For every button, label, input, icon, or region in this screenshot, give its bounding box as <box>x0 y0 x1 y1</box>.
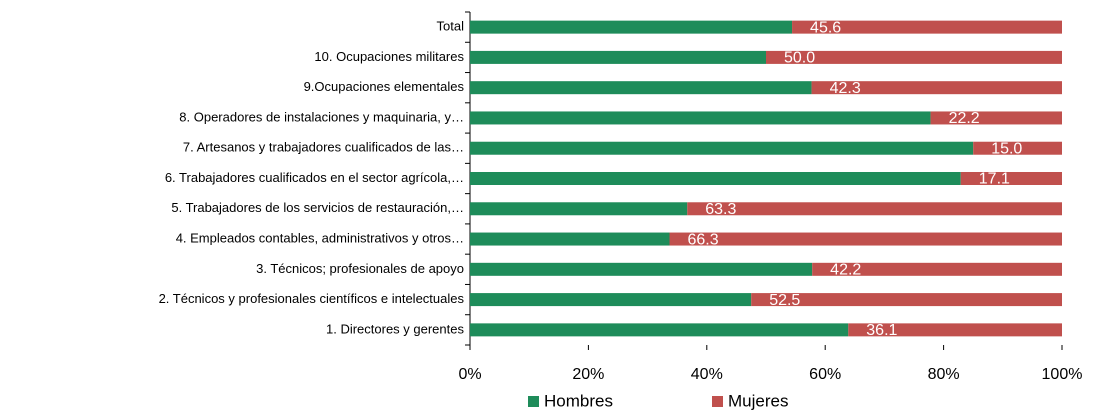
data-label: 15.0 <box>991 140 1022 157</box>
data-label: 52.5 <box>769 292 800 309</box>
legend-label: Hombres <box>544 391 613 410</box>
bar-segment <box>470 262 813 276</box>
y-tick-label: 8. Operadores de instalaciones y maquina… <box>179 109 464 124</box>
data-label: 42.3 <box>830 80 861 97</box>
x-tick-label: 60% <box>809 366 841 383</box>
x-tick-label: 100% <box>1042 366 1083 383</box>
bar-segment <box>470 293 752 307</box>
y-tick-label: Total <box>437 19 465 34</box>
bar-segment <box>470 202 688 216</box>
bar-segment <box>792 20 1062 34</box>
y-tick-label: 9.Ocupaciones elementales <box>304 79 465 94</box>
data-label: 22.2 <box>949 110 980 127</box>
y-tick-label: 1. Directores y gerentes <box>326 321 465 336</box>
bar-segment <box>687 202 1062 216</box>
bar-segment <box>973 141 1062 155</box>
x-tick-label: 80% <box>928 366 960 383</box>
bar-segment <box>960 172 1062 185</box>
y-tick-label: 2. Técnicos y profesionales científicos … <box>159 291 465 306</box>
y-tick-label: 6. Trabajadores cualificados en el secto… <box>165 170 464 185</box>
x-tick-label: 20% <box>572 366 604 383</box>
bar-segment <box>812 262 1062 276</box>
y-tick-label: 3. Técnicos; profesionales de apoyo <box>256 261 464 276</box>
y-tick-label: 7. Artesanos y trabajadores cualificados… <box>183 140 464 155</box>
bar-segment <box>811 81 1062 95</box>
bar-segment <box>470 81 812 95</box>
data-label: 17.1 <box>979 171 1010 188</box>
bar-segment <box>470 323 849 337</box>
bar-segment <box>848 323 1062 337</box>
data-label: 50.0 <box>784 50 815 67</box>
data-label: 63.3 <box>705 201 736 218</box>
data-label: 36.1 <box>866 322 897 339</box>
bar-segment <box>470 141 974 155</box>
y-tick-label: 5. Trabajadores de los servicios de rest… <box>171 200 464 215</box>
bar-segment <box>669 232 1062 246</box>
legend-swatch <box>528 396 539 407</box>
data-label: 42.2 <box>830 262 861 279</box>
y-tick-label: 10. Ocupaciones militares <box>314 49 464 64</box>
legend-label: Mujeres <box>728 391 788 410</box>
bar-segment <box>766 50 1062 64</box>
bar-segment <box>470 232 670 246</box>
x-tick-label: 0% <box>458 366 481 383</box>
x-tick-label: 40% <box>691 366 723 383</box>
bar-segment <box>930 111 1062 125</box>
bar-segment <box>470 172 961 185</box>
bar-segment <box>470 111 931 125</box>
bar-segment <box>751 293 1062 307</box>
bar-segment <box>470 50 766 64</box>
data-label: 45.6 <box>810 19 841 36</box>
bar-segment <box>470 20 793 34</box>
y-tick-label: 4. Empleados contables, administrativos … <box>176 230 464 245</box>
legend-swatch <box>712 396 723 407</box>
data-label: 66.3 <box>688 231 719 248</box>
